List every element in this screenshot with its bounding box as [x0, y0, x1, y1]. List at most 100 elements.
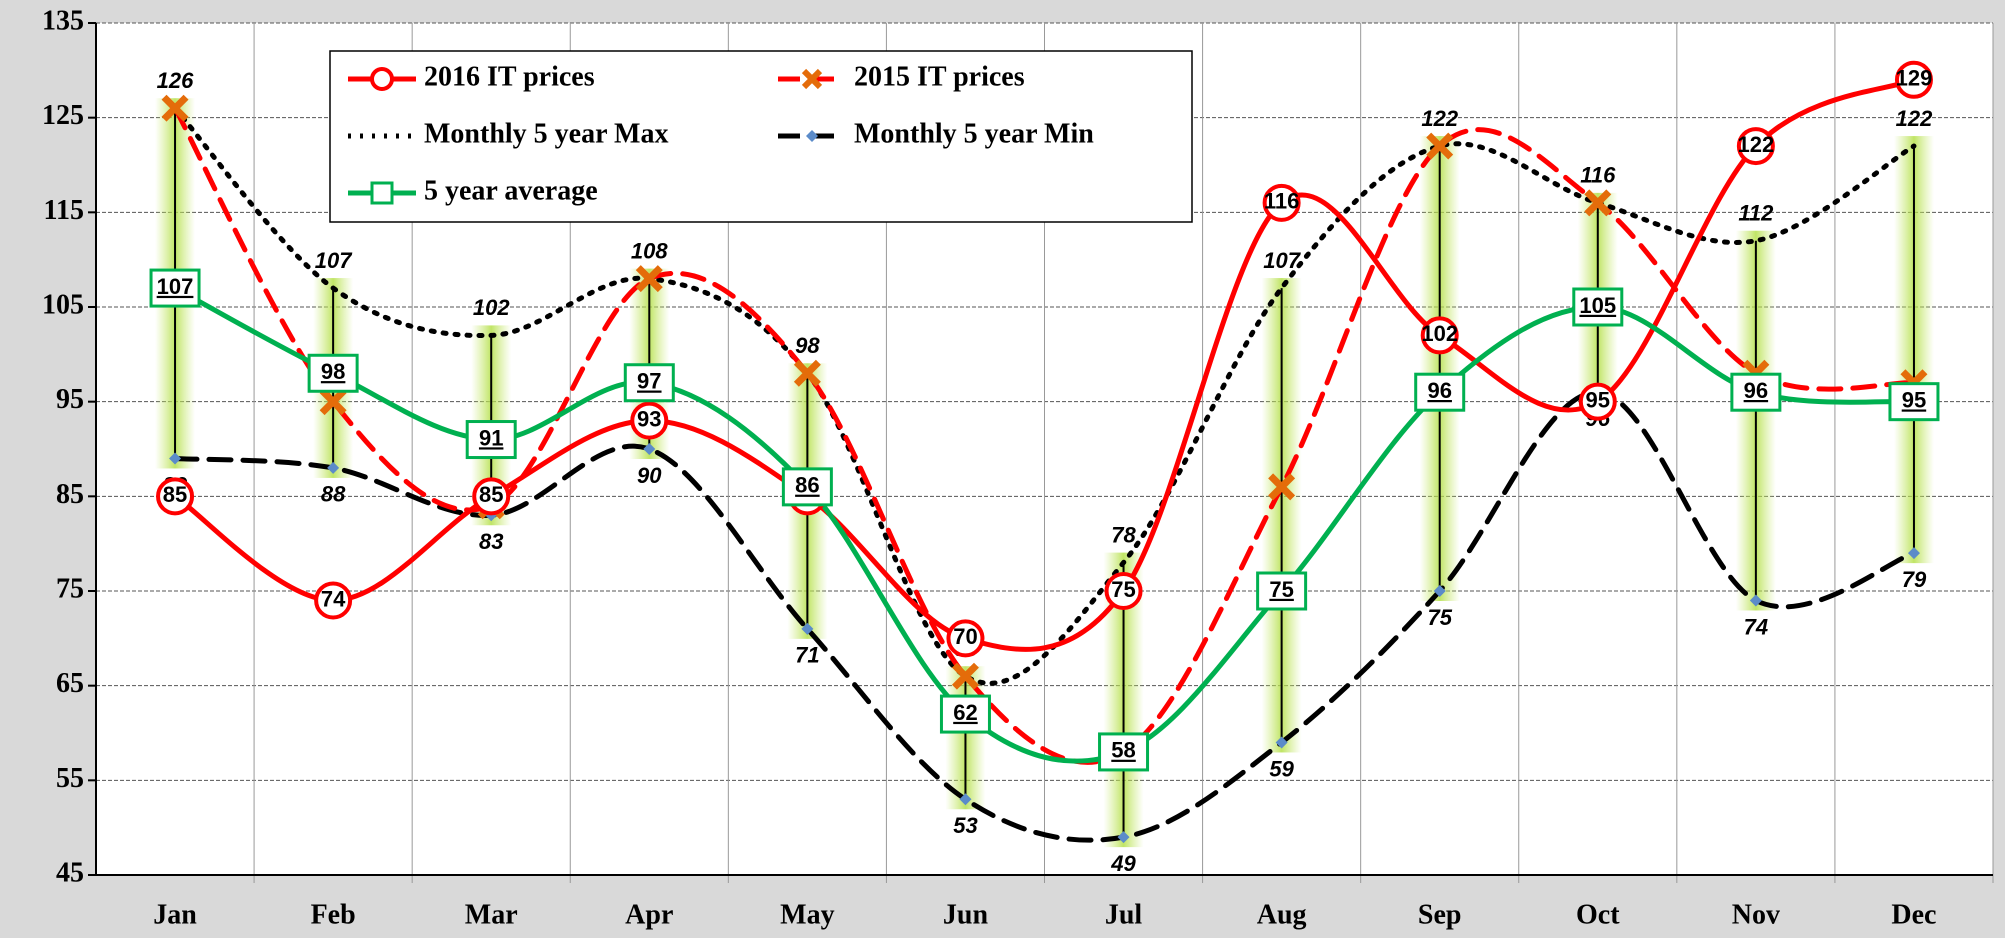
data-label: 98 — [795, 333, 820, 358]
marker-x — [1584, 189, 1612, 217]
marker-diamond — [327, 461, 340, 474]
y-tick-label: 45 — [56, 857, 84, 888]
x-tick-label: Sep — [1418, 899, 1462, 930]
marker-diamond — [1117, 831, 1130, 844]
marker-square — [465, 420, 517, 460]
data-label: 74 — [321, 586, 346, 611]
y-tick-label: 65 — [56, 668, 84, 699]
marker-diamond — [801, 622, 814, 635]
data-label: 105 — [1579, 293, 1616, 318]
marker-diamond — [1907, 547, 1920, 560]
marker-square — [1256, 571, 1308, 611]
data-label: 85 — [479, 482, 503, 507]
x-tick-label: Apr — [625, 899, 673, 930]
legend-marker — [801, 68, 823, 90]
marker-x — [1426, 132, 1454, 160]
marker-circle — [630, 401, 669, 440]
data-label: 70 — [953, 624, 977, 649]
y-tick-label: 135 — [42, 5, 84, 36]
legend-marker — [370, 67, 394, 91]
marker-square — [149, 268, 201, 308]
data-label: 90 — [637, 463, 662, 488]
data-label: 62 — [953, 700, 977, 725]
marker-circle — [1578, 382, 1617, 421]
data-label: 71 — [795, 643, 819, 668]
data-label: 79 — [1902, 567, 1927, 592]
marker-diamond — [169, 452, 182, 465]
marker-circle — [1262, 183, 1301, 222]
data-label: 116 — [1580, 163, 1616, 188]
data-label: 107 — [157, 274, 194, 299]
marker-square — [623, 363, 675, 403]
data-label: 53 — [953, 813, 977, 838]
marker-circle — [946, 619, 985, 658]
data-label: 58 — [1111, 738, 1135, 763]
marker-diamond — [959, 793, 972, 806]
data-label: 78 — [1111, 522, 1136, 547]
data-label: 102 — [473, 295, 510, 320]
data-label: 116 — [1264, 189, 1300, 214]
x-tick-label: Feb — [311, 899, 356, 930]
data-label: 75 — [1427, 605, 1452, 630]
data-label: 98 — [321, 359, 345, 384]
marker-x — [1268, 473, 1296, 501]
data-label: 97 — [637, 369, 661, 394]
data-label: 96 — [1744, 378, 1768, 403]
legend-box — [329, 50, 1193, 223]
legend-label: 2015 IT prices — [854, 61, 1025, 92]
marker-square — [1572, 287, 1624, 327]
data-label: 122 — [1421, 106, 1458, 131]
data-label: 95 — [1586, 387, 1610, 412]
data-label: 88 — [321, 482, 346, 507]
marker-circle — [472, 477, 511, 516]
x-tick-label: Nov — [1732, 899, 1780, 930]
data-label: 102 — [1421, 321, 1458, 346]
marker-diamond — [1433, 585, 1446, 597]
x-tick-label: Jan — [153, 899, 197, 930]
x-tick-label: Dec — [1891, 899, 1936, 930]
data-label: 49 — [1110, 851, 1136, 876]
marker-square — [307, 353, 359, 393]
marker-circle — [314, 581, 353, 620]
x-tick-label: Jun — [943, 899, 989, 930]
data-label: 59 — [1269, 756, 1294, 781]
x-tick-label: Aug — [1257, 899, 1307, 930]
marker-diamond — [643, 443, 656, 455]
data-label: 93 — [637, 406, 661, 431]
marker-circle — [1104, 572, 1143, 610]
x-tick-label: Jul — [1105, 899, 1143, 930]
marker-square — [781, 467, 833, 507]
data-label: 75 — [1111, 577, 1135, 602]
marker-circle — [1736, 127, 1775, 166]
legend-marker — [370, 181, 394, 205]
marker-circle — [156, 477, 195, 516]
data-label: 95 — [1902, 387, 1926, 412]
marker-square — [939, 694, 991, 734]
marker-x — [635, 265, 663, 293]
data-label: 74 — [1744, 614, 1768, 639]
data-label: 108 — [631, 238, 668, 263]
data-label: 107 — [1263, 248, 1301, 273]
y-tick-label: 75 — [56, 573, 84, 604]
legend-label: 2016 IT prices — [424, 61, 595, 92]
marker-x — [951, 662, 979, 690]
x-tick-label: May — [780, 899, 834, 930]
marker-diamond — [1749, 594, 1762, 607]
y-tick-label: 115 — [44, 195, 84, 226]
marker-circle — [1894, 60, 1933, 99]
marker-x — [793, 359, 821, 387]
data-label: 83 — [479, 529, 503, 554]
x-tick-label: Mar — [465, 899, 518, 930]
data-label: 122 — [1896, 106, 1933, 131]
x-tick-label: Oct — [1576, 899, 1620, 930]
data-label: 75 — [1269, 577, 1293, 602]
marker-x — [319, 388, 347, 416]
data-label: 126 — [157, 68, 194, 93]
marker-circle — [1420, 316, 1459, 355]
data-label: 112 — [1738, 201, 1774, 226]
marker-square — [1888, 382, 1940, 422]
legend-marker — [806, 130, 818, 142]
marker-square — [1730, 372, 1782, 412]
y-tick-label: 85 — [56, 479, 84, 510]
data-label: 129 — [1896, 66, 1933, 91]
